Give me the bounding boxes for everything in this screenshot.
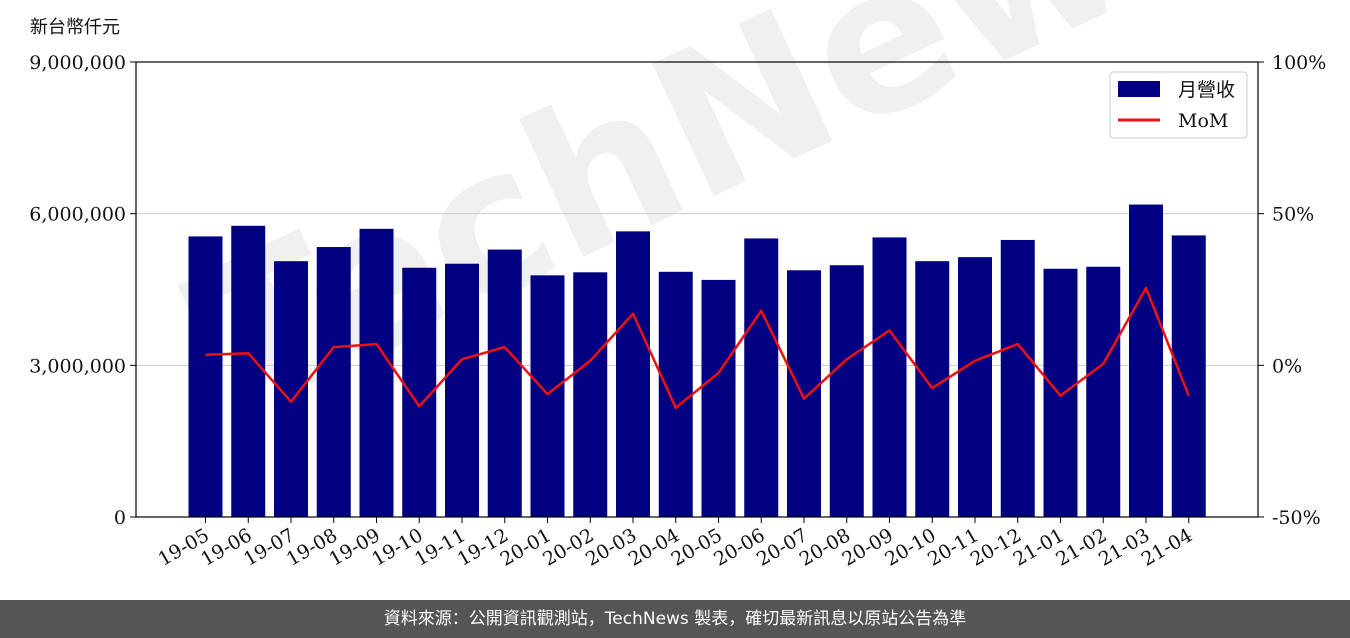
bar-19-11	[445, 263, 479, 517]
legend: 月營收 MoM	[1109, 71, 1248, 139]
bar-19-12	[487, 249, 522, 518]
legend-line-label: MoM	[1178, 110, 1228, 132]
bar-20-05	[701, 279, 736, 517]
plot-frame	[135, 61, 1259, 518]
bar-20-12	[1000, 239, 1035, 517]
left-tick-label: 3,000,000	[29, 355, 126, 377]
bar-21-01	[1043, 268, 1078, 517]
mom-line-series	[205, 286, 1190, 410]
bar-19-05	[188, 236, 223, 517]
bar-19-06	[231, 225, 266, 518]
bar-19-09	[359, 228, 394, 518]
bar-19-08	[316, 247, 351, 518]
left-tick-label: 0	[114, 507, 126, 529]
right-tick-label: 50%	[1272, 204, 1314, 226]
bar-20-09	[872, 237, 907, 517]
bar-20-02	[573, 272, 608, 517]
right-tick-label: -50%	[1272, 507, 1321, 529]
legend-bar-swatch	[1118, 81, 1160, 97]
x-tick-label-21-04: 21-04	[1138, 524, 1196, 570]
bar-20-08	[829, 265, 864, 517]
bar-21-02	[1086, 266, 1121, 517]
bar-20-11	[958, 257, 992, 517]
footer-source-note: 資料來源：公開資訊觀測站，TechNews 製表，確切最新訊息以原站公告為準	[0, 600, 1350, 638]
left-tick-label: 9,000,000	[29, 52, 126, 74]
bar-20-03	[616, 231, 650, 517]
bar-20-01	[530, 275, 565, 517]
bar-20-04	[658, 271, 693, 517]
bar-21-04	[1171, 235, 1206, 517]
x-axis: 19-0519-0619-0719-0819-0919-1019-1119-12…	[155, 517, 1196, 571]
right-axis: -50% 0% 50% 100%	[1258, 52, 1326, 529]
bar-20-07	[787, 270, 821, 517]
left-axis: 0 3,000,000 6,000,000 9,000,000	[29, 52, 136, 529]
left-axis-unit-label: 新台幣仟元	[30, 17, 120, 38]
left-tick-label: 6,000,000	[29, 204, 126, 226]
legend-bar-label: 月營收	[1178, 79, 1235, 101]
right-tick-label: 100%	[1272, 52, 1326, 74]
right-tick-label: 0%	[1272, 355, 1302, 377]
bar-21-03	[1129, 204, 1163, 518]
chart: 新台幣仟元 0 3,000,000 6,000,000 9,000,000 -50% 0…	[29, 17, 1326, 571]
bar-series	[188, 204, 1206, 518]
mom-line	[205, 286, 1190, 410]
bar-20-06	[744, 238, 779, 517]
